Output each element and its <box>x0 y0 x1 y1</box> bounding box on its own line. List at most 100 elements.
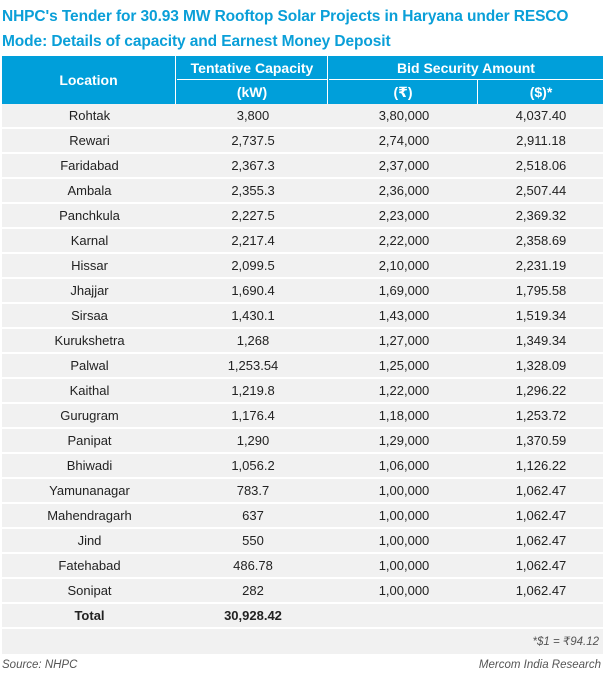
table-row: Gurugram 1,176.4 1,18,000 1,253.72 <box>2 404 603 429</box>
table-row: Fatehabad 486.78 1,00,000 1,062.47 <box>2 554 603 579</box>
table-row: Mahendragarh 637 1,00,000 1,062.47 <box>2 504 603 529</box>
cell-inr: 3,80,000 <box>378 108 430 123</box>
page-title: NHPC's Tender for 30.93 MW Rooftop Solar… <box>2 8 569 50</box>
table-row: Sirsaa 1,430.1 1,43,000 1,519.34 <box>2 304 603 329</box>
cell-capacity: 783.7 <box>236 483 270 498</box>
cell-usd: 1,296.22 <box>515 383 567 398</box>
cell-inr: 1,00,000 <box>378 508 430 523</box>
cell-inr: 1,22,000 <box>378 383 430 398</box>
capacity-table: Location Tentative Capacity Bid Security… <box>2 56 603 654</box>
cell-location: Hissar <box>71 258 108 273</box>
cell-usd: 1,349.34 <box>515 333 567 348</box>
header-bid-security: Bid Security Amount <box>329 56 603 80</box>
cell-capacity: 2,227.5 <box>231 208 275 223</box>
table-row: Jhajjar 1,690.4 1,69,000 1,795.58 <box>2 279 603 304</box>
cell-location: Kaithal <box>69 383 110 398</box>
header-usd-unit: ($)* <box>529 84 553 100</box>
total-usd <box>479 604 603 627</box>
table-row: Karnal 2,217.4 2,22,000 2,358.69 <box>2 229 603 254</box>
cell-usd: 1,253.72 <box>515 408 567 423</box>
cell-capacity: 486.78 <box>233 558 273 573</box>
cell-capacity: 282 <box>242 583 264 598</box>
cell-location: Yamunanagar <box>49 483 130 498</box>
cell-usd: 2,507.44 <box>515 183 567 198</box>
cell-usd: 1,062.47 <box>515 583 567 598</box>
cell-usd: 2,358.69 <box>515 233 567 248</box>
cell-usd: 4,037.40 <box>515 108 567 123</box>
exchange-rate-note: *$1 = ₹94.12 <box>532 636 599 648</box>
cell-usd: 2,911.18 <box>516 133 566 148</box>
total-inr <box>329 604 479 627</box>
credit-note: Mercom India Research <box>478 659 601 671</box>
table-row: Faridabad 2,367.3 2,37,000 2,518.06 <box>2 154 603 179</box>
header-location: Location <box>2 56 176 104</box>
table-row: Ambala 2,355.3 2,36,000 2,507.44 <box>2 179 603 204</box>
cell-capacity: 1,219.8 <box>231 383 275 398</box>
cell-inr: 1,43,000 <box>378 308 430 323</box>
cell-inr: 2,22,000 <box>378 233 430 248</box>
header-capacity-unit: (kW) <box>177 80 328 104</box>
table-row: Rohtak 3,800 3,80,000 4,037.40 <box>2 104 603 129</box>
cell-location: Panipat <box>67 433 112 448</box>
cell-capacity: 2,099.5 <box>231 258 275 273</box>
cell-location: Panchkula <box>59 208 120 223</box>
table-row: Jind 550 1,00,000 1,062.47 <box>2 529 603 554</box>
total-capacity: 30,928.42 <box>224 608 282 623</box>
cell-usd: 1,519.34 <box>515 308 567 323</box>
cell-capacity: 2,737.5 <box>231 133 275 148</box>
cell-location: Kurukshetra <box>54 333 125 348</box>
cell-usd: 1,370.59 <box>515 433 567 448</box>
total-row: Total 30,928.42 <box>2 604 603 629</box>
table-row: Palwal 1,253.54 1,25,000 1,328.09 <box>2 354 603 379</box>
cell-location: Mahendragarh <box>47 508 132 523</box>
cell-usd: 2,231.19 <box>515 258 567 273</box>
cell-location: Palwal <box>70 358 109 373</box>
cell-inr: 1,18,000 <box>378 408 430 423</box>
table-row: Bhiwadi 1,056.2 1,06,000 1,126.22 <box>2 454 603 479</box>
cell-usd: 1,062.47 <box>515 483 567 498</box>
cell-location: Ambala <box>67 183 112 198</box>
cell-location: Sonipat <box>67 583 112 598</box>
table-row: Sonipat 282 1,00,000 1,062.47 <box>2 579 603 604</box>
cell-inr: 1,69,000 <box>378 283 430 298</box>
header-capacity: Tentative Capacity <box>177 56 328 80</box>
cell-usd: 1,062.47 <box>515 533 567 548</box>
cell-location: Bhiwadi <box>66 458 113 473</box>
cell-capacity: 1,253.54 <box>227 358 279 373</box>
cell-inr: 2,23,000 <box>378 208 430 223</box>
total-label: Total <box>74 608 105 623</box>
cell-capacity: 637 <box>242 508 264 523</box>
cell-capacity: 1,176.4 <box>231 408 275 423</box>
cell-location: Jhajjar <box>70 283 109 298</box>
table-row: Panchkula 2,227.5 2,23,000 2,369.32 <box>2 204 603 229</box>
table-header: Location Tentative Capacity Bid Security… <box>2 56 603 104</box>
cell-usd: 1,795.58 <box>515 283 567 298</box>
table-row: Hissar 2,099.5 2,10,000 2,231.19 <box>2 254 603 279</box>
cell-inr: 1,00,000 <box>378 558 430 573</box>
cell-location: Jind <box>77 533 102 548</box>
cell-location: Fatehabad <box>58 558 121 573</box>
table-row: Rewari 2,737.5 2,74,000 2,911.18 <box>2 129 603 154</box>
cell-usd: 1,062.47 <box>515 558 567 573</box>
cell-usd: 1,126.22 <box>515 458 567 473</box>
cell-capacity: 1,056.2 <box>231 458 275 473</box>
table-row: Kurukshetra 1,268 1,27,000 1,349.34 <box>2 329 603 354</box>
cell-inr: 1,06,000 <box>378 458 430 473</box>
cell-usd: 2,369.32 <box>515 208 567 223</box>
table-row: Yamunanagar 783.7 1,00,000 1,062.47 <box>2 479 603 504</box>
cell-inr: 2,10,000 <box>378 258 430 273</box>
cell-capacity: 3,800 <box>236 108 270 123</box>
cell-usd: 2,518.06 <box>515 158 567 173</box>
table-row: Panipat 1,290 1,29,000 1,370.59 <box>2 429 603 454</box>
cell-inr: 1,25,000 <box>378 358 430 373</box>
header-inr-unit: (₹) <box>329 80 478 104</box>
table-row: Kaithal 1,219.8 1,22,000 1,296.22 <box>2 379 603 404</box>
cell-inr: 1,27,000 <box>378 333 430 348</box>
cell-inr: 1,00,000 <box>378 533 430 548</box>
cell-location: Karnal <box>70 233 109 248</box>
note-row: *$1 = ₹94.12 <box>2 629 603 654</box>
cell-capacity: 550 <box>242 533 264 548</box>
cell-capacity: 2,367.3 <box>231 158 275 173</box>
cell-capacity: 1,690.4 <box>231 283 275 298</box>
cell-capacity: 1,290 <box>236 433 270 448</box>
